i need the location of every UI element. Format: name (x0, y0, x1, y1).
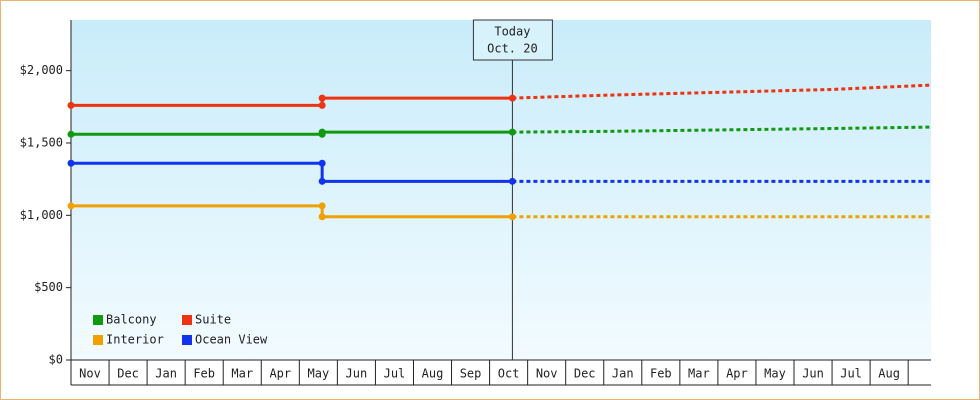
x-tick-label: Mar (231, 367, 253, 381)
x-tick-label: Oct (498, 367, 520, 381)
x-tick-label: Dec (574, 367, 596, 381)
point (508, 94, 516, 102)
point (318, 94, 326, 102)
legend-label: Balcony (106, 313, 157, 327)
y-tick-label: $1,500 (20, 135, 63, 149)
today-box (472, 19, 553, 61)
x-tick-label: Jun (346, 367, 368, 381)
legend-label: Suite (195, 313, 231, 327)
x-tick-label: Dec (117, 367, 139, 381)
x-tick-label: Jul (384, 367, 406, 381)
x-tick-label: Feb (193, 367, 215, 381)
legend-label: Ocean View (195, 333, 268, 347)
x-tick-label: Mar (688, 367, 710, 381)
legend-swatch (182, 335, 192, 345)
y-tick-label: $500 (34, 280, 63, 294)
y-tick-label: $0 (49, 353, 63, 367)
point (318, 202, 326, 210)
x-tick-label: Nov (536, 367, 558, 381)
point (318, 101, 326, 109)
point (318, 159, 326, 167)
plot-area (71, 20, 931, 360)
today-label: Oct. 20 (487, 42, 538, 56)
point (508, 213, 516, 221)
x-tick-label: Feb (650, 367, 672, 381)
point (508, 128, 516, 136)
x-tick-label: May (764, 367, 786, 381)
point (318, 128, 326, 136)
x-tick-label: Apr (726, 367, 748, 381)
forecast-line (512, 125, 932, 134)
point (67, 130, 75, 138)
point (67, 159, 75, 167)
legend-label: Interior (106, 333, 164, 347)
series-line (71, 161, 513, 183)
point (67, 202, 75, 210)
x-tick-label: Sep (460, 367, 482, 381)
legend-swatch (182, 315, 192, 325)
series-line (71, 96, 513, 107)
forecast-line (512, 83, 932, 100)
point (67, 101, 75, 109)
y-tick-label: $1,000 (20, 208, 63, 222)
series-line (71, 204, 513, 219)
point (508, 177, 516, 185)
x-tick-label: Aug (422, 367, 444, 381)
x-tick-label: May (308, 367, 330, 381)
x-tick-label: Jan (155, 367, 177, 381)
x-tick-label: Jan (612, 367, 634, 381)
today-label: Today (494, 25, 530, 39)
x-tick-label: Apr (269, 367, 291, 381)
legend-swatch (93, 335, 103, 345)
point (318, 177, 326, 185)
x-tick-label: Jul (840, 367, 862, 381)
x-tick-label: Jun (802, 367, 824, 381)
x-tick-label: Aug (878, 367, 900, 381)
x-tick-label: Nov (79, 367, 101, 381)
point (318, 213, 326, 221)
y-tick-label: $2,000 (20, 63, 63, 77)
legend-swatch (93, 315, 103, 325)
